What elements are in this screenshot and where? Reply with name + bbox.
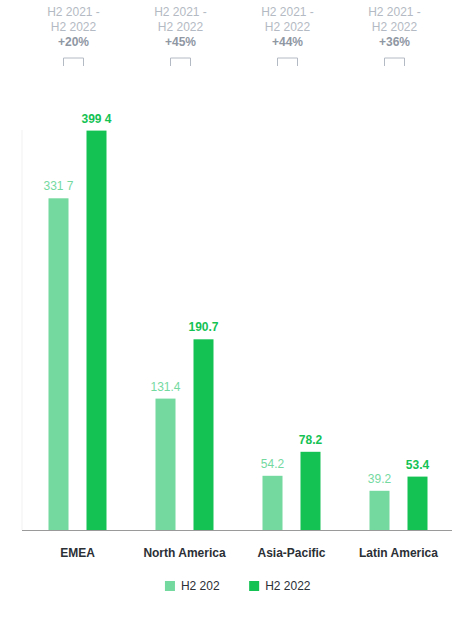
y-axis-line: [22, 130, 23, 530]
category-label: EMEA: [60, 546, 95, 560]
category-label: Latin America: [359, 546, 438, 560]
bar: [49, 198, 69, 530]
data-label: 53.4: [406, 458, 430, 472]
bar: [194, 339, 214, 530]
legend: H2 202 H2 2022: [165, 579, 311, 593]
data-label: 78.2: [299, 433, 323, 447]
annotation-change: +45%: [165, 35, 196, 49]
annotation-period: H2 2022: [372, 20, 418, 34]
annotation-bracket: [385, 58, 405, 66]
chart-container: 331 7 131.4 54.2 39.2 399 4 190.7 78.2 53.4 EMEA…: [0, 0, 475, 617]
bar: [156, 399, 176, 530]
category-label: Asia-Pacific: [257, 546, 325, 560]
x-axis-line: [22, 530, 452, 531]
bar: [301, 452, 321, 530]
annotation-period: H2 2021 -: [47, 5, 100, 19]
data-label: 131.4: [150, 380, 180, 394]
data-label: 331 7: [43, 179, 73, 193]
legend-swatch: [249, 581, 259, 591]
category-label: North America: [143, 546, 226, 560]
annotation-period: H2 2021 -: [154, 5, 207, 19]
annotation-period: H2 2021 -: [261, 5, 314, 19]
annotation-period: H2 2022: [158, 20, 204, 34]
data-label: 190.7: [188, 320, 218, 334]
annotation-change: +36%: [379, 35, 410, 49]
chart-svg: 331 7 131.4 54.2 39.2 399 4 190.7 78.2 53.4 EMEA…: [0, 0, 475, 617]
annotation-period: H2 2022: [265, 20, 311, 34]
annotation-change: +44%: [272, 35, 303, 49]
legend-swatch: [165, 581, 175, 591]
data-label: 39.2: [368, 472, 392, 486]
bar: [263, 476, 283, 530]
annotation-bracket: [278, 58, 298, 66]
data-label: 54.2: [261, 457, 285, 471]
annotation-period: H2 2021 -: [368, 5, 421, 19]
legend-label: H2 2022: [265, 579, 311, 593]
annotation-bracket: [171, 58, 191, 66]
data-label: 399 4: [81, 112, 111, 126]
bars: [49, 131, 428, 530]
annotation-bracket: [64, 58, 84, 66]
bar: [87, 131, 107, 530]
bar: [408, 477, 428, 530]
legend-label: H2 202: [181, 579, 220, 593]
bar: [370, 491, 390, 530]
annotation-period: H2 2022: [51, 20, 97, 34]
annotation-change: +20%: [58, 35, 89, 49]
